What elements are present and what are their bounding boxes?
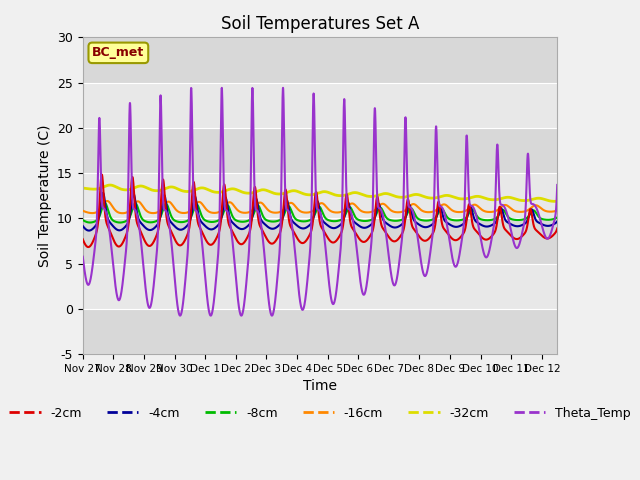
Theta_Temp (545, 236, 552, 241)
-32cm (544, 198, 552, 204)
-8cm (545, 217, 552, 223)
-8cm (101, 200, 109, 205)
-8cm (79, 217, 86, 223)
-2cm (161, 201, 169, 207)
-32cm (161, 186, 169, 192)
-16cm (554, 207, 561, 213)
Line: -16cm: -16cm (83, 201, 557, 213)
-8cm (261, 216, 269, 222)
-4cm (261, 222, 269, 228)
Theta_Temp (493, 143, 501, 148)
-2cm (282, 187, 289, 192)
Bar (83, 218, 557, 264)
Legend: -2cm, -4cm, -8cm, -16cm, -32cm, Theta_Temp: -2cm, -4cm, -8cm, -16cm, -32cm, Theta_Te… (4, 402, 636, 424)
Theta_Temp (207, 313, 214, 319)
-2cm (545, 236, 552, 241)
Bar (83, 37, 557, 83)
-32cm (554, 198, 561, 204)
-8cm (133, 203, 141, 209)
-4cm (99, 190, 107, 196)
-2cm (493, 219, 501, 225)
Bar (83, 309, 557, 354)
-4cm (133, 211, 141, 216)
-4cm (85, 228, 93, 233)
Line: -2cm: -2cm (83, 175, 557, 247)
-2cm (133, 220, 141, 226)
Title: Soil Temperatures Set A: Soil Temperatures Set A (221, 15, 419, 33)
-16cm (161, 201, 169, 207)
-16cm (118, 210, 126, 216)
X-axis label: Time: Time (303, 379, 337, 394)
-32cm (106, 182, 114, 188)
-8cm (282, 208, 289, 214)
-16cm (545, 209, 552, 215)
-2cm (98, 172, 106, 178)
Text: BC_met: BC_met (92, 47, 145, 60)
-16cm (79, 208, 86, 214)
-32cm (282, 190, 289, 196)
-16cm (493, 207, 501, 213)
Bar (83, 173, 557, 218)
Theta_Temp (279, 85, 287, 91)
-32cm (551, 198, 559, 204)
-2cm (79, 236, 86, 242)
-4cm (161, 195, 169, 201)
Theta_Temp (133, 212, 141, 217)
Y-axis label: Soil Temperature (C): Soil Temperature (C) (38, 124, 52, 267)
Bar (83, 264, 557, 309)
Line: -8cm: -8cm (83, 203, 557, 223)
-8cm (116, 220, 124, 226)
Line: -4cm: -4cm (83, 193, 557, 230)
-2cm (84, 244, 92, 250)
Line: -32cm: -32cm (83, 185, 557, 201)
Theta_Temp (282, 199, 289, 204)
Bar (83, 128, 557, 173)
Theta_Temp (261, 257, 269, 263)
-16cm (133, 199, 141, 204)
-8cm (161, 201, 169, 207)
-8cm (554, 215, 561, 220)
-16cm (104, 198, 111, 204)
Line: Theta_Temp: Theta_Temp (83, 88, 557, 316)
-4cm (493, 216, 501, 222)
Bar (83, 83, 557, 128)
-4cm (79, 223, 86, 229)
-4cm (554, 218, 561, 224)
Theta_Temp (79, 254, 86, 260)
-16cm (261, 204, 269, 209)
-4cm (545, 223, 552, 229)
-32cm (493, 197, 501, 203)
-16cm (282, 204, 289, 210)
-4cm (282, 200, 289, 205)
-2cm (261, 233, 269, 239)
-32cm (133, 184, 141, 190)
Theta_Temp (161, 207, 169, 213)
Theta_Temp (554, 182, 561, 188)
-8cm (493, 214, 501, 220)
-2cm (554, 226, 561, 231)
-32cm (79, 185, 86, 191)
-32cm (261, 187, 269, 193)
